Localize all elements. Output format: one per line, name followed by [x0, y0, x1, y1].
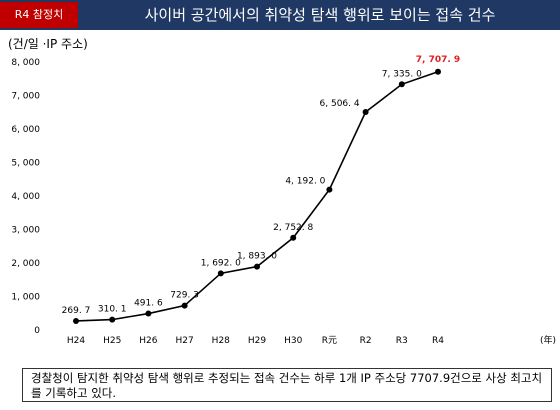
x-tick-label: R4 [432, 336, 444, 346]
data-label: 310. 1 [98, 305, 127, 315]
series-line [75, 71, 439, 322]
y-tick-label: 1, 000 [11, 293, 40, 303]
x-tick-label: H28 [212, 336, 230, 346]
y-axis-label: (건/일 ·IP 주소) [8, 37, 88, 51]
data-label: 491. 6 [134, 299, 163, 309]
data-label: 729. 3 [170, 291, 199, 301]
data-point [109, 316, 116, 323]
data-label: 269. 7 [62, 306, 91, 316]
data-label: 7, 707. 9 [416, 55, 460, 65]
x-tick-label: H30 [284, 336, 302, 346]
x-tick-label: R元 [322, 336, 337, 346]
data-label: 1, 692. 0 [201, 258, 241, 268]
data-label: 4, 192. 0 [285, 177, 325, 187]
x-tick-label: H25 [103, 336, 121, 346]
data-label: 6, 506. 4 [320, 99, 360, 109]
x-tick-label: R2 [360, 336, 372, 346]
x-tick-label: H26 [139, 336, 157, 346]
data-label: 1, 893. 0 [237, 252, 277, 262]
x-axis-label: (年) [540, 334, 556, 346]
y-tick-label: 4, 000 [11, 192, 40, 202]
data-point [145, 310, 152, 317]
y-tick-label: 0 [34, 326, 40, 336]
y-tick-label: 6, 000 [11, 125, 40, 135]
edition-badge: R4 참정치 [0, 2, 78, 28]
data-label: 2, 752. 8 [273, 223, 313, 233]
data-point [398, 81, 405, 88]
data-label: 7, 335. 0 [382, 69, 422, 79]
x-tick-label: H29 [248, 336, 266, 346]
data-point [254, 263, 260, 270]
x-tick-label: H24 [67, 336, 85, 346]
data-point [435, 68, 441, 75]
y-tick-label: 8, 000 [11, 58, 40, 68]
x-tick-label: R3 [396, 336, 408, 346]
header-bar: R4 참정치 사이버 공간에서의 취약성 탐색 행위로 보이는 접속 건수 [0, 0, 560, 30]
data-point [217, 270, 224, 277]
y-tick-label: 2, 000 [11, 259, 40, 269]
page-title: 사이버 공간에서의 취약성 탐색 행위로 보이는 접속 건수 [144, 6, 496, 24]
y-tick-label: 7, 000 [11, 92, 40, 102]
y-tick-label: 5, 000 [11, 159, 40, 169]
line-chart: (건/일 ·IP 주소) 0 1, 000 2, 000 3, 000 4, 000 5,… [8, 37, 556, 346]
data-point [181, 302, 188, 309]
data-point [326, 186, 333, 193]
data-point [290, 234, 297, 241]
summary-note: 경찰청이 탐지한 취약성 탐색 행위로 추정되는 접속 건수는 하루 1개 IP… [22, 368, 552, 402]
x-tick-label: H27 [175, 336, 193, 346]
data-point [362, 109, 369, 116]
y-tick-label: 3, 000 [11, 226, 40, 236]
data-point [73, 317, 79, 324]
